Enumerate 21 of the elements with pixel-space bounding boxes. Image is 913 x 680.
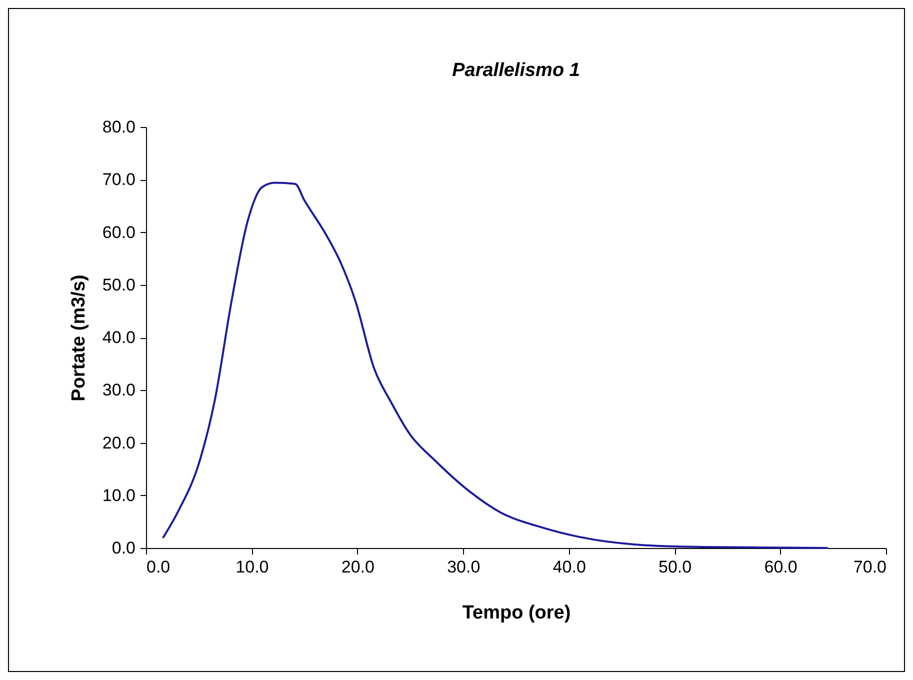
x-tick-label: 20.0 [341, 558, 374, 576]
x-tick-label: 60.0 [764, 558, 798, 576]
x-tick-label: 10.0 [236, 558, 269, 576]
x-tick-label: 30.0 [447, 558, 480, 576]
x-tick-label: 50.0 [658, 558, 692, 576]
y-tick-label: 50.0 [102, 275, 136, 294]
y-tick-label: 0.0 [112, 538, 136, 558]
x-tick-label: 70.0 [853, 558, 886, 576]
x-axis-title: Tempo (ore) [462, 602, 571, 624]
y-tick-label: 10.0 [102, 486, 136, 505]
x-tick-label: 40.0 [552, 558, 586, 576]
y-tick-label: 70.0 [102, 170, 136, 190]
x-tick-label: 0.0 [146, 558, 170, 576]
y-tick-label: 80.0 [102, 118, 136, 136]
y-tick-label: 20.0 [102, 433, 136, 452]
chart-title: Parallelismo 1 [452, 60, 580, 81]
y-tick-label: 40.0 [102, 328, 136, 347]
y-tick-label: 30.0 [102, 380, 136, 400]
y-axis-title: Portate (m3/s) [68, 274, 90, 402]
line-series [162, 182, 829, 549]
y-tick-label: 60.0 [102, 222, 136, 242]
